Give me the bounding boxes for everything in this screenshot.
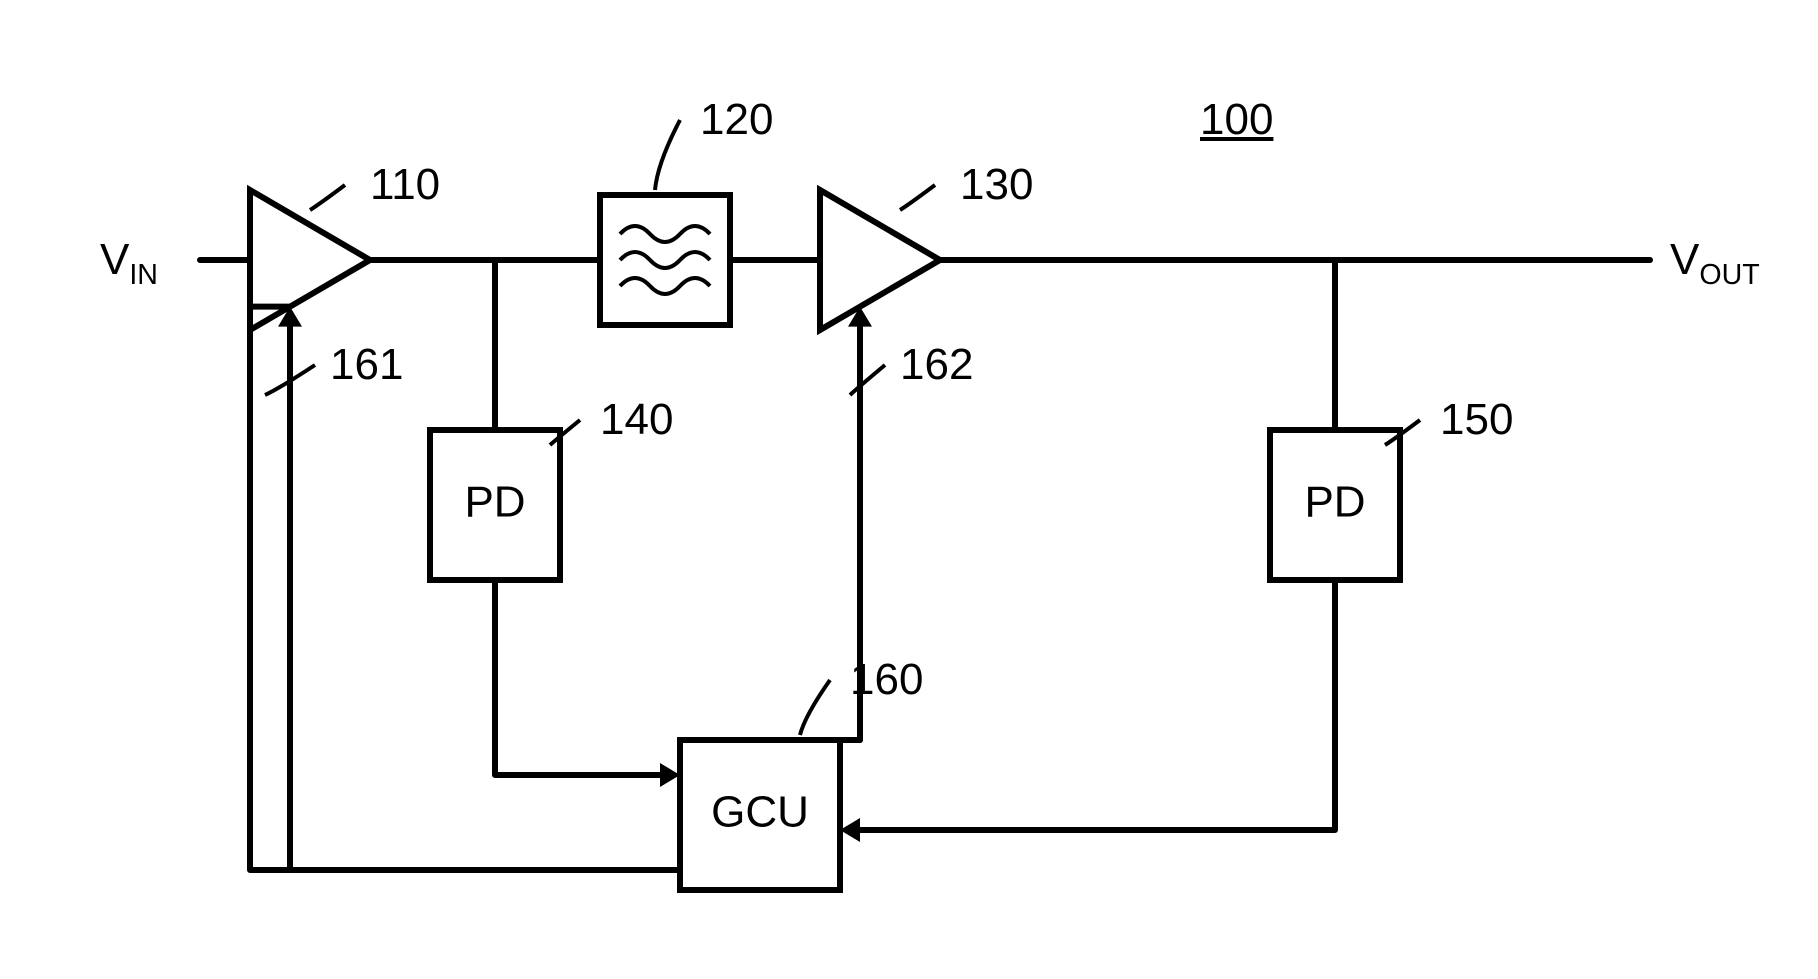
- ref-110: 110: [370, 160, 440, 210]
- svg-text:GCU: GCU: [711, 788, 809, 837]
- ref-140: 140: [600, 395, 673, 445]
- svg-text:PD: PD: [464, 478, 525, 527]
- ref-120: 120: [700, 95, 773, 145]
- ref-130: 130: [960, 160, 1033, 210]
- ref-161: 161: [330, 340, 403, 390]
- svg-text:PD: PD: [1304, 478, 1365, 527]
- ref-160: 160: [850, 655, 923, 705]
- vout-label: VOUT: [1670, 235, 1760, 292]
- ref-162: 162: [900, 340, 973, 390]
- vin-label: VIN: [100, 235, 158, 292]
- figure-ref-100: 100: [1200, 95, 1273, 145]
- ref-150: 150: [1440, 395, 1513, 445]
